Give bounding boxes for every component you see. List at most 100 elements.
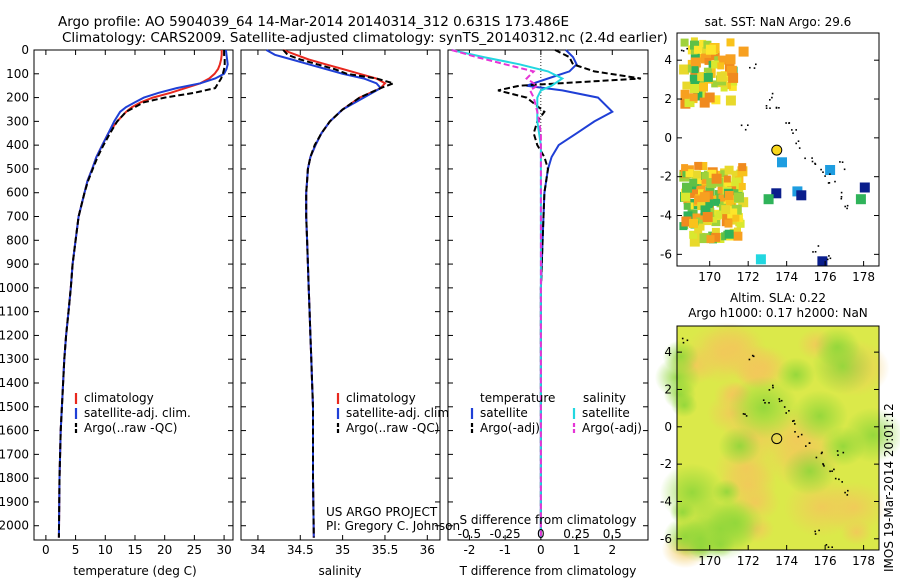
- x-tick-label: 25: [187, 543, 202, 557]
- island-dot: [846, 207, 848, 210]
- legend-label: Argo(-adj): [480, 421, 540, 435]
- series-line-satellite-adj-clim-: [57, 49, 229, 538]
- legend-label: satellite: [582, 406, 630, 420]
- sst-cell: [682, 81, 691, 90]
- y-tick-label: 1400: [0, 376, 29, 390]
- island-dot: [814, 251, 817, 253]
- sst-cell: [702, 212, 713, 222]
- x-tick-label: 20: [157, 543, 172, 557]
- s-tick-label: 0.25: [563, 527, 590, 541]
- sst-cell: [724, 229, 734, 239]
- y-tick-label: 700: [6, 210, 29, 224]
- island-dot: [753, 67, 756, 69]
- sla-blob: [728, 376, 799, 440]
- sst-cell: [706, 178, 717, 189]
- island-dot: [818, 529, 820, 532]
- y-tick-label: 1200: [0, 328, 29, 342]
- y-tick-label: 900: [6, 257, 29, 271]
- header-line2: Climatology: CARS2009. Satellite-adjuste…: [62, 30, 668, 46]
- legend-label: Argo(-adj): [582, 421, 642, 435]
- island-dot: [843, 168, 846, 171]
- s-tick-label: -0.25: [490, 527, 521, 541]
- sst-cell: [690, 84, 699, 93]
- x-tick-label: 5: [72, 543, 80, 557]
- s-tick-label: 0.5: [603, 527, 622, 541]
- island-dot: [768, 402, 770, 404]
- x-tick-label: 172: [737, 554, 760, 568]
- island-dot: [795, 142, 797, 145]
- sst-cell: [737, 166, 748, 177]
- island-dot: [814, 530, 816, 533]
- island-dot: [844, 491, 846, 494]
- island-dot: [792, 420, 794, 422]
- x-tick-label: -2: [463, 543, 475, 557]
- legend-label: climatology: [84, 391, 154, 405]
- header-line1: Argo profile: AO 5904039_64 14-Mar-2014 …: [58, 14, 569, 30]
- sst-cell: [699, 97, 710, 108]
- island-dot: [762, 399, 765, 401]
- y-tick-label: 4: [664, 345, 672, 359]
- island-dot: [798, 147, 801, 149]
- sst-cell: [689, 93, 698, 102]
- argo-marker: [771, 433, 783, 445]
- island-dot: [771, 96, 773, 99]
- sst-cell: [681, 216, 692, 227]
- y-tick-label: 2000: [0, 519, 29, 533]
- y-tick-label: 100: [6, 67, 29, 81]
- map-title: Altim. SLA: 0.22: [730, 291, 826, 305]
- map-frame: [676, 32, 880, 267]
- island-dot: [844, 205, 846, 208]
- island-dot: [778, 107, 780, 109]
- sst-cell: [725, 54, 736, 65]
- sst-cell: [733, 231, 743, 241]
- sst-cell: [725, 95, 736, 106]
- sst-cell: [683, 202, 691, 210]
- sst-cell: [711, 95, 721, 105]
- sst-cell: [691, 189, 698, 197]
- island-dot: [740, 124, 743, 127]
- sst-cell: [693, 91, 703, 101]
- sst-cell: [709, 214, 717, 223]
- island-dot: [682, 50, 685, 52]
- sla-blob: [669, 500, 696, 524]
- sst-cell: [694, 225, 703, 234]
- legend-label: Argo(..raw -QC): [84, 421, 177, 435]
- sst-cell: [717, 186, 725, 194]
- sst-cell: [717, 55, 727, 65]
- plot-frame: [240, 49, 441, 541]
- island-dot: [772, 386, 774, 389]
- sst-cell: [724, 219, 733, 228]
- sst-cell: [731, 170, 742, 181]
- sla-blob: [842, 407, 900, 463]
- sst-cell: [680, 89, 690, 99]
- x-tick-label: 2: [608, 543, 616, 557]
- sst-cell: [727, 208, 738, 219]
- series-line-s-argo-adj-: [451, 49, 542, 538]
- island-dot: [822, 463, 825, 466]
- y-tick-label: -6: [660, 247, 672, 261]
- y-tick-label: 1300: [0, 352, 29, 366]
- sla-blob: [783, 447, 837, 496]
- y-tick-label: 1500: [0, 400, 29, 414]
- y-tick-label: 600: [6, 186, 29, 200]
- island-dot: [745, 415, 748, 417]
- island-dot: [821, 451, 823, 454]
- x-tick-label: 172: [737, 270, 760, 284]
- y-tick-label: 2: [664, 92, 672, 106]
- plot-frame: [33, 49, 234, 541]
- sst-cell: [728, 82, 737, 91]
- island-dot: [681, 337, 684, 340]
- island-dot: [765, 107, 768, 109]
- island-dot: [792, 132, 794, 134]
- y-tick-label: 1900: [0, 495, 29, 509]
- series-line-argo-raw-qc-: [57, 50, 226, 538]
- x-tick-label: 178: [852, 554, 875, 568]
- sst-cell: [731, 177, 742, 188]
- island-dot: [775, 106, 778, 109]
- y-tick-label: 4: [664, 53, 672, 67]
- sst-cell: [699, 233, 710, 244]
- island-dot: [842, 451, 845, 454]
- sst-cell: [720, 84, 728, 92]
- island-dot: [838, 478, 840, 481]
